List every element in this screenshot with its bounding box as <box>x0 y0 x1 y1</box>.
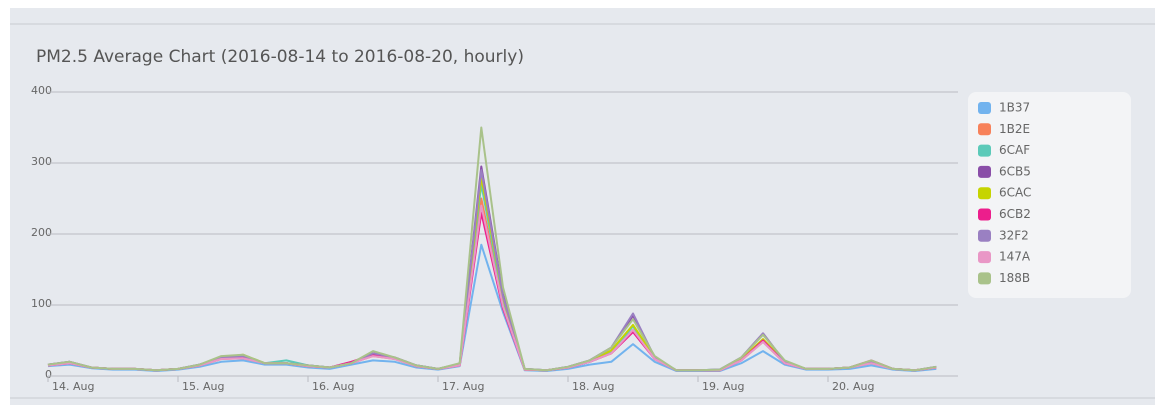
legend-label: 6CB5 <box>999 164 1031 178</box>
legend-label: 6CAF <box>999 143 1030 157</box>
legend-swatch <box>978 144 991 157</box>
legend-swatch <box>978 187 991 200</box>
y-tick-label: 0 <box>45 368 52 381</box>
chart-title: PM2.5 Average Chart (2016-08-14 to 2016-… <box>36 47 524 67</box>
x-tick-label: 17. Aug <box>442 380 484 393</box>
legend-swatch <box>978 229 991 242</box>
y-tick-label: 100 <box>31 297 52 310</box>
x-tick-label: 19. Aug <box>702 380 744 393</box>
legend-box <box>968 92 1131 298</box>
legend-swatch <box>978 272 991 285</box>
series-line <box>47 243 937 372</box>
legend-label: 188B <box>999 271 1030 285</box>
y-tick-label: 200 <box>31 226 52 239</box>
x-tick-label: 18. Aug <box>572 380 614 393</box>
legend-label: 32F2 <box>999 228 1029 242</box>
legend-label: 6CB2 <box>999 207 1031 221</box>
legend-swatch <box>978 102 991 114</box>
y-tick-label: 300 <box>31 155 52 168</box>
legend-swatch <box>978 251 991 264</box>
y-tick-label: 400 <box>31 84 52 97</box>
legend-swatch <box>978 165 991 178</box>
x-tick-label: 16. Aug <box>312 380 354 393</box>
x-tick-label: 20. Aug <box>832 380 874 393</box>
series-line <box>47 126 937 372</box>
legend-label: 147A <box>999 250 1031 264</box>
panel <box>10 8 1155 405</box>
legend-swatch <box>978 208 991 221</box>
legend-swatch <box>978 123 991 136</box>
legend-label: 1B37 <box>999 101 1030 115</box>
x-tick-label: 14. Aug <box>52 380 94 393</box>
legend-label: 6CAC <box>999 186 1031 200</box>
x-tick-label: 15. Aug <box>182 380 224 393</box>
legend-label: 1B2E <box>999 122 1030 136</box>
